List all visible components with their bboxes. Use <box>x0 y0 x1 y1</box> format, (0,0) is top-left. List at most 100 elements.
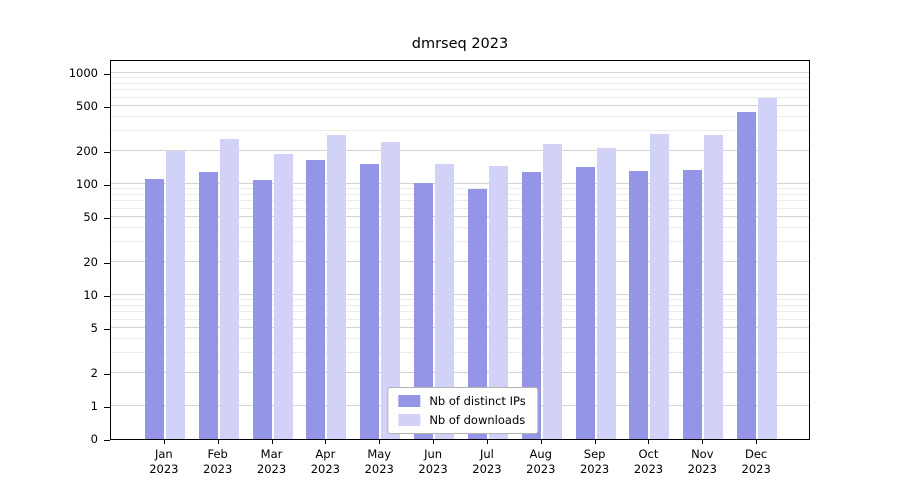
y-tick-label: 1 <box>90 399 98 413</box>
bar-downloads <box>542 144 562 439</box>
bar-downloads <box>219 139 239 439</box>
x-tick-year: 2023 <box>149 461 179 476</box>
x-tick-label: Feb 2023 <box>186 447 250 477</box>
x-tick-mark <box>271 440 273 444</box>
bar-distinct-ips <box>360 164 380 439</box>
legend-label-distinct-ips: Nb of distinct IPs <box>429 394 526 408</box>
x-tick-mark <box>379 440 381 444</box>
y-tick-label: 10 <box>83 288 98 302</box>
x-tick-mark <box>325 440 327 444</box>
x-tick-month: Apr <box>315 447 336 461</box>
bar-distinct-ips <box>306 160 326 439</box>
y-tick-label: 5 <box>90 321 98 336</box>
x-tick-label: Dec 2023 <box>724 447 788 477</box>
minor-gridline <box>111 241 809 243</box>
x-tick-mark <box>486 440 488 444</box>
bar-downloads <box>596 148 616 439</box>
bar-distinct-ips <box>414 182 434 439</box>
x-tick-month: Oct <box>638 447 659 461</box>
x-tick-year: 2023 <box>633 461 664 476</box>
x-tick-label: Oct 2023 <box>616 447 680 477</box>
minor-gridline <box>111 130 809 132</box>
chart-title: dmrseq 2023 <box>411 36 509 52</box>
x-tick-month: Aug <box>529 447 552 461</box>
legend: Nb of distinct IPs Nb of downloads <box>387 387 539 434</box>
x-tick-mark <box>594 440 596 444</box>
y-tick-mark <box>104 373 110 375</box>
x-tick-year: 2023 <box>526 461 556 476</box>
x-tick-label: Apr 2023 <box>293 447 357 477</box>
minor-gridline <box>111 338 809 340</box>
legend-item-distinct-ips: Nb of distinct IPs <box>398 394 526 408</box>
y-tick-mark <box>104 151 110 153</box>
x-tick-label: Nov 2023 <box>670 447 734 477</box>
x-tick-year: 2023 <box>256 461 287 476</box>
x-tick-mark <box>217 440 219 444</box>
minor-gridline <box>111 200 809 202</box>
plot-area: Nb of distinct IPs Nb of downloads <box>110 60 810 440</box>
bar-distinct-ips <box>737 111 757 439</box>
x-tick-year: 2023 <box>418 461 448 476</box>
bar-distinct-ips <box>198 172 218 439</box>
x-tick-mark <box>163 440 165 444</box>
x-tick-year: 2023 <box>741 461 771 476</box>
bar-downloads <box>165 150 185 439</box>
legend-label-downloads: Nb of downloads <box>429 413 526 427</box>
x-tick-mark <box>756 440 758 444</box>
y-tick-label: 20 <box>83 254 98 269</box>
bar-downloads <box>327 134 347 439</box>
x-tick-label: May 2023 <box>347 447 411 477</box>
legend-swatch-distinct-ips <box>398 395 421 407</box>
minor-gridline <box>111 82 809 84</box>
x-tick-label: Sep 2023 <box>563 447 627 477</box>
y-tick-mark <box>104 107 110 109</box>
minor-gridline <box>111 96 809 98</box>
minor-gridline <box>111 77 809 79</box>
bar-downloads <box>704 134 724 439</box>
y-tick-mark <box>104 74 110 75</box>
bar-downloads <box>488 166 508 439</box>
x-tick-month: Nov <box>691 447 714 461</box>
x-tick-year: 2023 <box>203 461 233 476</box>
minor-gridline <box>111 299 809 301</box>
y-tick-mark <box>104 329 110 331</box>
x-tick-month: Feb <box>207 447 228 461</box>
x-tick-label: Mar 2023 <box>240 447 304 477</box>
x-tick-mark <box>433 440 435 444</box>
bar-distinct-ips <box>521 172 541 439</box>
major-gridline <box>111 371 809 373</box>
minor-gridline <box>111 193 809 195</box>
minor-gridline <box>111 188 809 190</box>
y-tick-mark <box>104 218 110 220</box>
major-gridline <box>111 294 809 295</box>
x-tick-month: Jun <box>424 447 443 461</box>
minor-gridline <box>111 352 809 354</box>
minor-gridline <box>111 318 809 320</box>
bar-distinct-ips <box>467 189 487 439</box>
y-tick-label: 50 <box>83 210 98 225</box>
bar-distinct-ips <box>252 180 272 439</box>
major-gridline <box>111 105 809 107</box>
x-tick-month: May <box>367 447 392 461</box>
major-gridline <box>111 327 809 329</box>
x-tick-label: Jul 2023 <box>455 447 519 477</box>
y-tick-label: 100 <box>76 177 98 191</box>
major-gridline <box>111 72 809 73</box>
bar-distinct-ips <box>629 171 649 439</box>
x-tick-month: Dec <box>745 447 768 461</box>
x-tick-month: Sep <box>583 447 606 461</box>
bar-downloads <box>650 134 670 439</box>
major-gridline <box>111 260 809 262</box>
minor-gridline <box>111 304 809 306</box>
x-tick-year: 2023 <box>364 461 394 476</box>
minor-gridline <box>111 207 809 209</box>
minor-gridline <box>111 227 809 229</box>
bar-downloads <box>435 164 455 439</box>
y-tick-mark <box>104 407 110 408</box>
bars-layer <box>111 61 809 439</box>
x-tick-month: Jul <box>479 447 494 461</box>
bar-distinct-ips <box>144 179 164 439</box>
y-tick-mark <box>104 262 110 264</box>
minor-gridline <box>111 116 809 118</box>
